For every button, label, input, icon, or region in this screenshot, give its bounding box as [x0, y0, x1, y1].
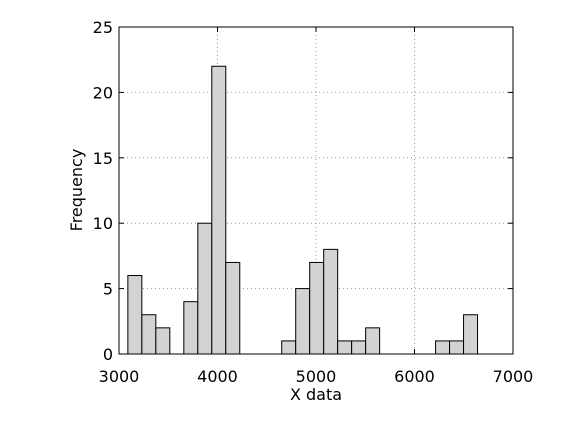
bar — [155, 327, 171, 355]
bar — [183, 301, 199, 355]
y-axis-label: Frequency — [67, 149, 86, 232]
y-tick-label: 25 — [93, 18, 113, 37]
bar — [309, 261, 325, 355]
x-tick-label: 6000 — [394, 367, 435, 386]
y-tick-label: 0 — [103, 345, 113, 364]
bar — [435, 340, 451, 355]
bar — [365, 327, 381, 355]
x-tick-label: 4000 — [197, 367, 238, 386]
y-tick-label: 15 — [93, 149, 113, 168]
x-axis-label: X data — [290, 385, 342, 404]
bar — [197, 222, 213, 355]
y-tick-label: 20 — [93, 83, 113, 102]
bar — [449, 340, 465, 355]
bar — [351, 340, 367, 355]
bar — [337, 340, 353, 355]
bar — [141, 314, 157, 355]
bar — [211, 65, 227, 355]
bar — [463, 314, 479, 355]
bar — [295, 288, 311, 355]
x-tick-label: 5000 — [296, 367, 337, 386]
x-tick-label: 7000 — [493, 367, 534, 386]
bar — [127, 275, 143, 355]
x-tick-label: 3000 — [99, 367, 140, 386]
y-tick-label: 5 — [103, 280, 113, 299]
plot-frame — [118, 26, 514, 355]
y-tick-label: 10 — [93, 214, 113, 233]
bar — [323, 248, 339, 355]
bar — [225, 261, 241, 355]
bar — [281, 340, 297, 355]
